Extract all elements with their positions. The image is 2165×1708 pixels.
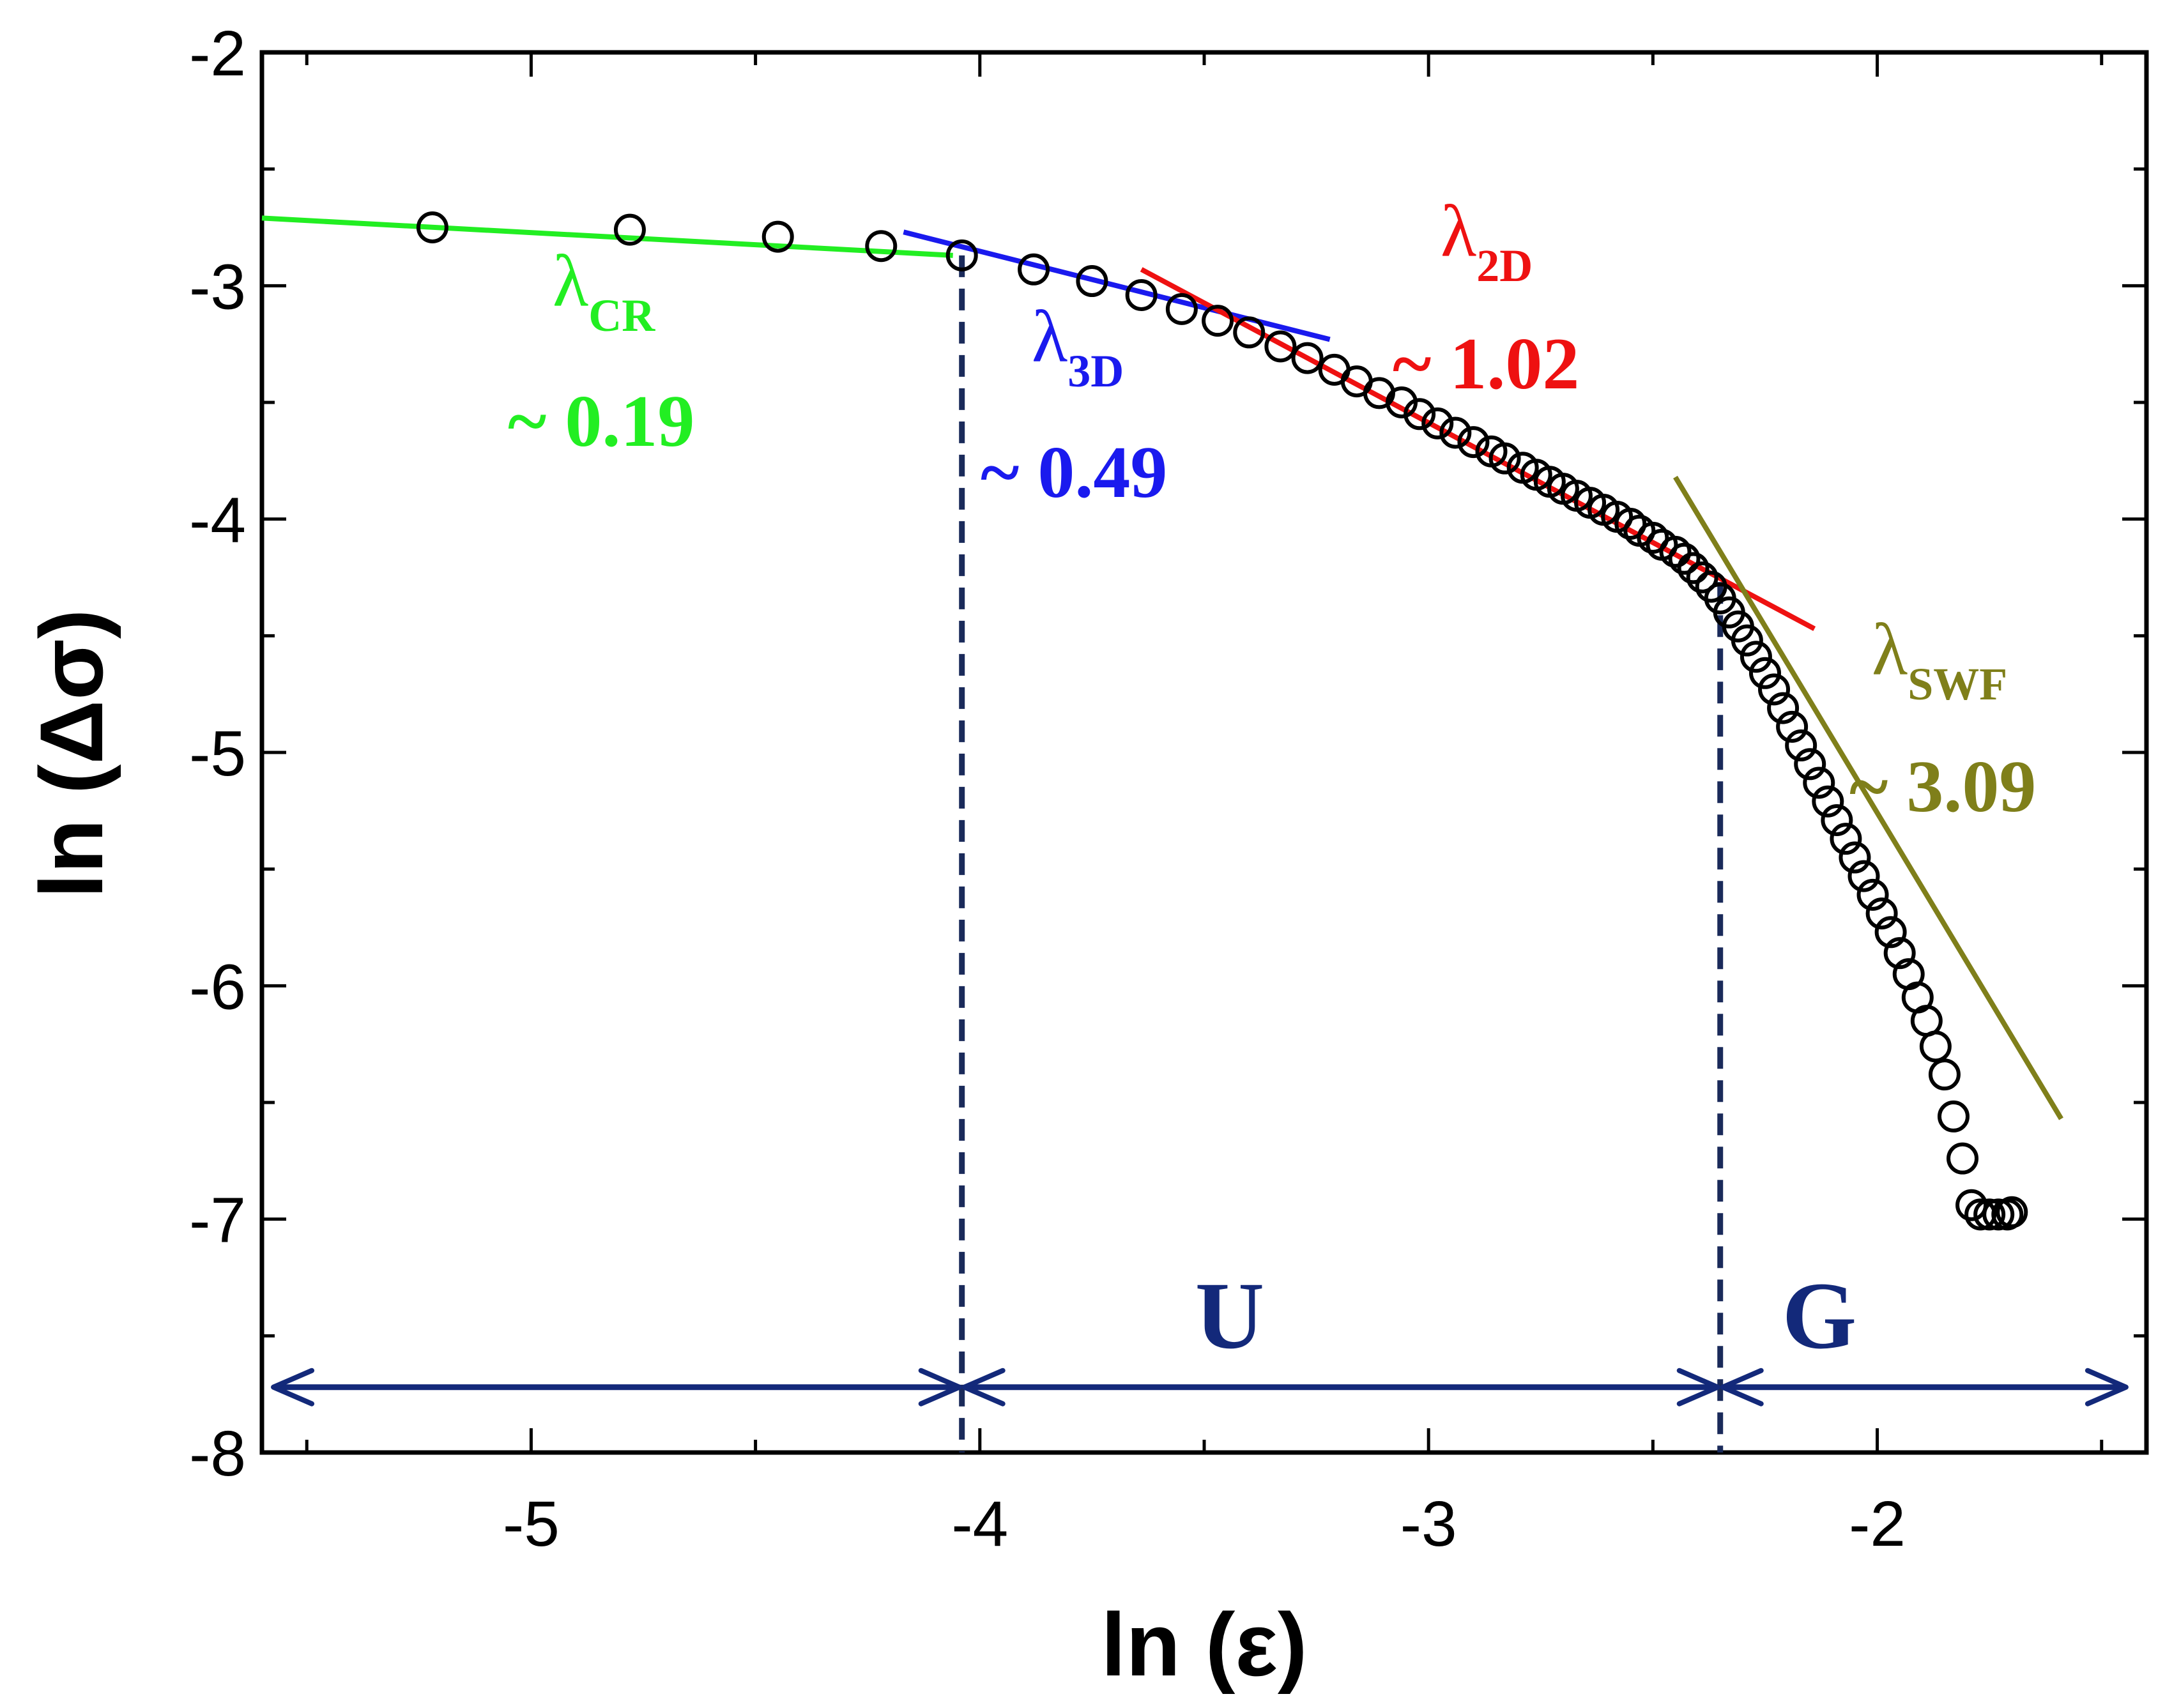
y-tick-label: -2	[189, 18, 246, 89]
region-arrow-head-right	[2085, 1368, 2129, 1407]
data-point	[865, 230, 898, 263]
region-arrow-head-left	[961, 1368, 1006, 1407]
annotation-swf: λSWF	[1872, 609, 2007, 710]
data-point	[1767, 692, 1800, 724]
annotation-cr-value: ~ 0.19	[508, 381, 694, 462]
data-point	[1018, 253, 1050, 286]
cr-fit-line	[261, 215, 953, 258]
data-point	[1848, 860, 1880, 892]
swf-fit-line	[1673, 475, 2063, 1120]
annotation-2d: λ2D	[1441, 190, 1533, 291]
region-arrows	[271, 1368, 2129, 1407]
data-point	[416, 211, 448, 243]
data-point	[1794, 748, 1826, 781]
data-point	[1865, 897, 1898, 930]
data-point	[1928, 1058, 1961, 1091]
x-tick-label: -3	[1400, 1488, 1457, 1560]
data-point	[1803, 766, 1835, 799]
annotation-2d-subscript: 2D	[1476, 240, 1533, 291]
data-point	[1973, 1198, 2006, 1231]
data-point	[1264, 330, 1297, 363]
region-arrow-head-left	[271, 1368, 315, 1407]
data-point	[1740, 641, 1772, 673]
data-point	[1165, 293, 1198, 325]
annotation-3d-subscript: 3D	[1067, 346, 1124, 397]
data-point	[1421, 407, 1454, 439]
annotation-cr: λCR	[553, 240, 655, 341]
data-point	[1677, 552, 1710, 584]
y-tick-label: -3	[189, 251, 246, 323]
data-point	[1874, 916, 1907, 949]
data-point	[761, 220, 794, 253]
data-point	[1776, 710, 1809, 743]
annotation-2d-value: ~ 1.02	[1393, 323, 1579, 405]
annotation-3d-value: ~ 0.49	[981, 432, 1167, 514]
x-tick-label: -2	[1849, 1488, 1906, 1560]
data-point	[1404, 398, 1436, 431]
data-point	[1830, 823, 1862, 855]
data-point	[1668, 542, 1701, 575]
region-arrow-head-left	[1720, 1368, 1764, 1407]
data-points	[416, 211, 2028, 1231]
data-point	[1291, 342, 1324, 374]
annotation-swf-subscript: SWF	[1908, 659, 2007, 710]
annotation-3d-symbol: λ	[1032, 296, 1067, 377]
data-point	[1457, 426, 1490, 459]
data-point	[1812, 785, 1844, 818]
data-point	[1202, 305, 1234, 337]
data-point	[1839, 841, 1871, 874]
data-point	[1686, 561, 1718, 593]
y-axis-title: ln (Δσ)	[21, 609, 121, 899]
data-point	[1659, 535, 1692, 568]
y-tick-label: -5	[189, 718, 246, 789]
data-point	[1856, 878, 1889, 911]
region-label-g: G	[1782, 1263, 1857, 1369]
data-point	[1821, 804, 1853, 836]
data-point	[1614, 507, 1647, 540]
3d-fit-line	[903, 229, 1331, 342]
region-label-u: U	[1195, 1263, 1264, 1369]
data-point	[1439, 416, 1472, 449]
fit-lines	[261, 215, 2063, 1120]
data-point	[1947, 1142, 1979, 1175]
data-point	[1076, 265, 1108, 298]
annotation-cr-symbol: λ	[553, 240, 588, 322]
data-point	[1125, 278, 1158, 311]
data-point	[1233, 316, 1266, 349]
annotation-3d: λ3D	[1032, 296, 1124, 397]
data-point	[613, 213, 646, 246]
y-tick-label: -4	[189, 485, 246, 556]
data-point	[1731, 624, 1763, 657]
annotation-cr-subscript: CR	[588, 290, 655, 341]
data-point	[1488, 442, 1521, 475]
data-point	[1785, 729, 1817, 762]
data-point	[1982, 1198, 2015, 1231]
annotation-swf-value: ~ 3.09	[1849, 746, 2036, 828]
x-tick-labels: -5 -4 -3 -2	[503, 1488, 1906, 1560]
y-tick-label: -7	[189, 1185, 246, 1256]
annotation-swf-symbol: λ	[1872, 609, 1908, 690]
data-point	[1748, 657, 1781, 689]
data-point	[1919, 1030, 1952, 1063]
region-boundaries	[959, 255, 1724, 1453]
x-axis-title: ln (ε)	[1101, 1594, 1308, 1695]
region-arrow-head-right	[918, 1368, 962, 1407]
data-point	[1937, 1100, 1970, 1132]
y-tick-label: -6	[189, 951, 246, 1023]
y-tick-label: -8	[189, 1418, 246, 1490]
data-point	[1996, 1196, 2028, 1228]
data-point	[945, 239, 978, 271]
data-point	[1758, 673, 1791, 706]
x-tick-label: -5	[503, 1488, 560, 1560]
x-tick-label: -4	[951, 1488, 1008, 1560]
region-arrow-head-right	[1676, 1368, 1720, 1407]
data-point	[1637, 521, 1669, 554]
y-tick-labels: -2 -3 -4 -5 -6 -7 -8	[189, 18, 246, 1490]
annotation-2d-symbol: λ	[1441, 190, 1476, 272]
data-point	[1883, 937, 1916, 970]
axis-ticks	[262, 50, 2146, 1454]
